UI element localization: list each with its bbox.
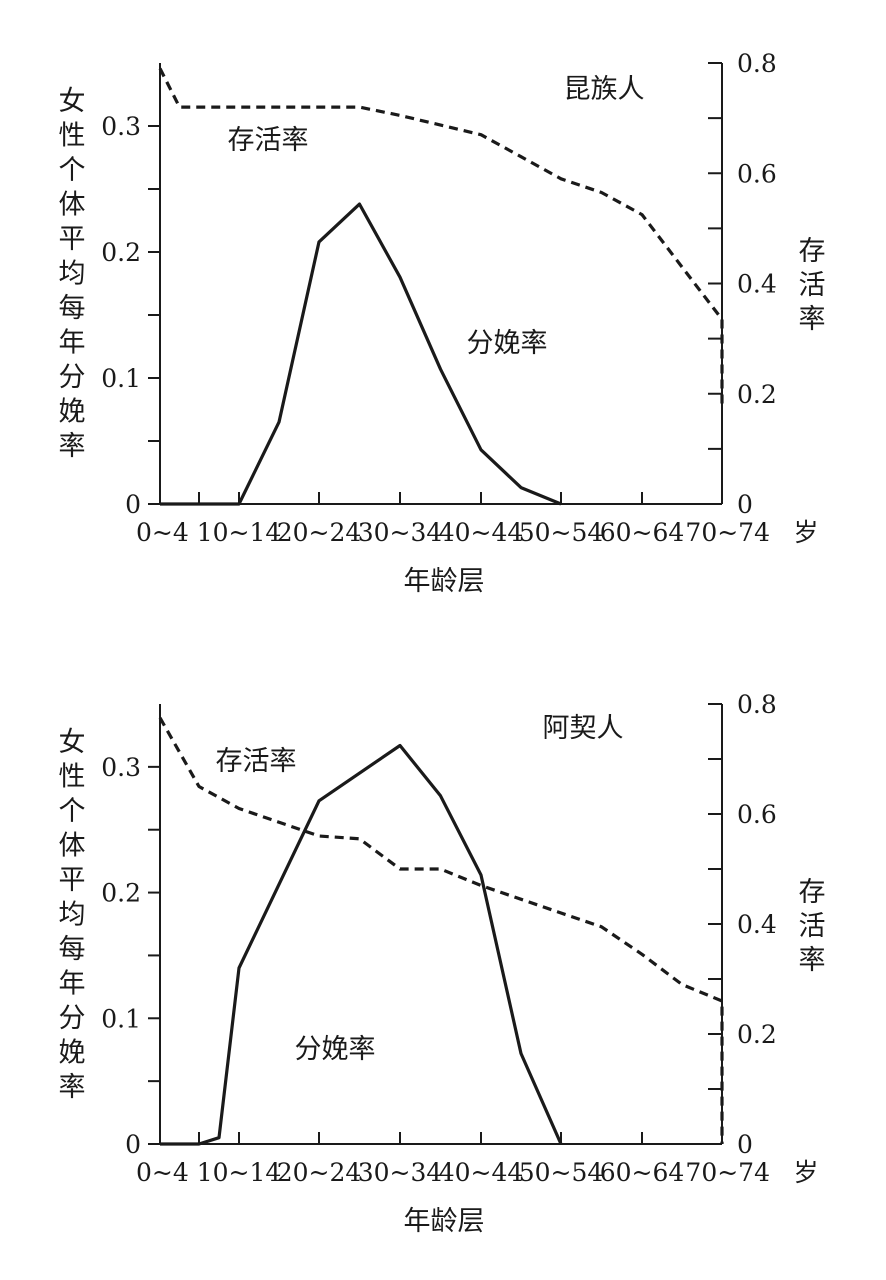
left-tick-label: 0.3 xyxy=(101,753,141,782)
right-tick-label: 0 xyxy=(737,490,753,519)
x-tick-label: 30~34 xyxy=(358,1158,443,1187)
x-tick-label: 20~24 xyxy=(277,518,362,547)
left-tick-label: 0.1 xyxy=(101,1004,141,1033)
x-tick-label: 20~24 xyxy=(277,1158,362,1187)
right-tick-label: 0.2 xyxy=(737,1020,777,1049)
x-tick-label: 70~74 xyxy=(685,1158,770,1187)
right-tick-label: 0.6 xyxy=(737,800,777,829)
right-tick-label: 0.6 xyxy=(737,159,777,188)
x-tick-label: 30~34 xyxy=(358,518,443,547)
left-tick-label: 0.2 xyxy=(101,238,141,267)
x-tick-label: 70~74 xyxy=(685,518,770,547)
x-tick-label: 40~44 xyxy=(439,518,524,547)
left-y-axis-title: 女性个体平均每年分娩率 xyxy=(59,727,86,1103)
birth-rate-line xyxy=(160,743,563,1146)
panel-title: 阿契人 xyxy=(543,713,624,744)
survival-rate-label: 存活率 xyxy=(216,746,297,777)
x-axis-title: 年龄层 xyxy=(404,566,485,597)
left-tick-label: 0.3 xyxy=(101,112,141,141)
right-y-axis-title: 存活率 xyxy=(799,877,826,976)
right-tick-label: 0.4 xyxy=(737,270,777,299)
right-tick-label: 0.8 xyxy=(737,690,777,719)
birth-rate-label: 分娩率 xyxy=(295,1034,376,1065)
survival-rate-line xyxy=(158,67,724,405)
x-tick-label: 50~54 xyxy=(519,518,604,547)
x-tick-label: 50~54 xyxy=(519,1158,604,1187)
birth-rate-label: 分娩率 xyxy=(467,328,548,359)
x-tick-label: 0~4 xyxy=(136,518,189,547)
right-tick-label: 0.2 xyxy=(737,380,777,409)
x-tick-label: 10~14 xyxy=(197,518,282,547)
left-tick-label: 0 xyxy=(125,490,141,519)
right-tick-label: 0.8 xyxy=(737,49,777,78)
x-unit-label: 岁 xyxy=(793,518,818,547)
x-axis-title: 年龄层 xyxy=(404,1206,485,1237)
right-tick-label: 0 xyxy=(737,1130,753,1159)
x-tick-label: 40~44 xyxy=(439,1158,524,1187)
left-tick-label: 0.2 xyxy=(101,879,141,908)
x-tick-label: 60~64 xyxy=(600,518,685,547)
left-tick-label: 0.1 xyxy=(101,364,141,393)
survival-rate-line xyxy=(158,717,724,1144)
left-tick-label: 0 xyxy=(125,1130,141,1159)
panel-title: 昆族人 xyxy=(564,74,645,105)
survival-rate-label: 存活率 xyxy=(228,125,309,156)
x-unit-label: 岁 xyxy=(793,1158,818,1187)
right-tick-label: 0.4 xyxy=(737,910,777,939)
x-tick-label: 0~4 xyxy=(136,1158,189,1187)
x-tick-label: 60~64 xyxy=(600,1158,685,1187)
x-tick-label: 10~14 xyxy=(197,1158,282,1187)
right-y-axis-title: 存活率 xyxy=(799,236,826,335)
birth-rate-line xyxy=(160,202,562,506)
left-y-axis-title: 女性个体平均每年分娩率 xyxy=(59,86,86,462)
